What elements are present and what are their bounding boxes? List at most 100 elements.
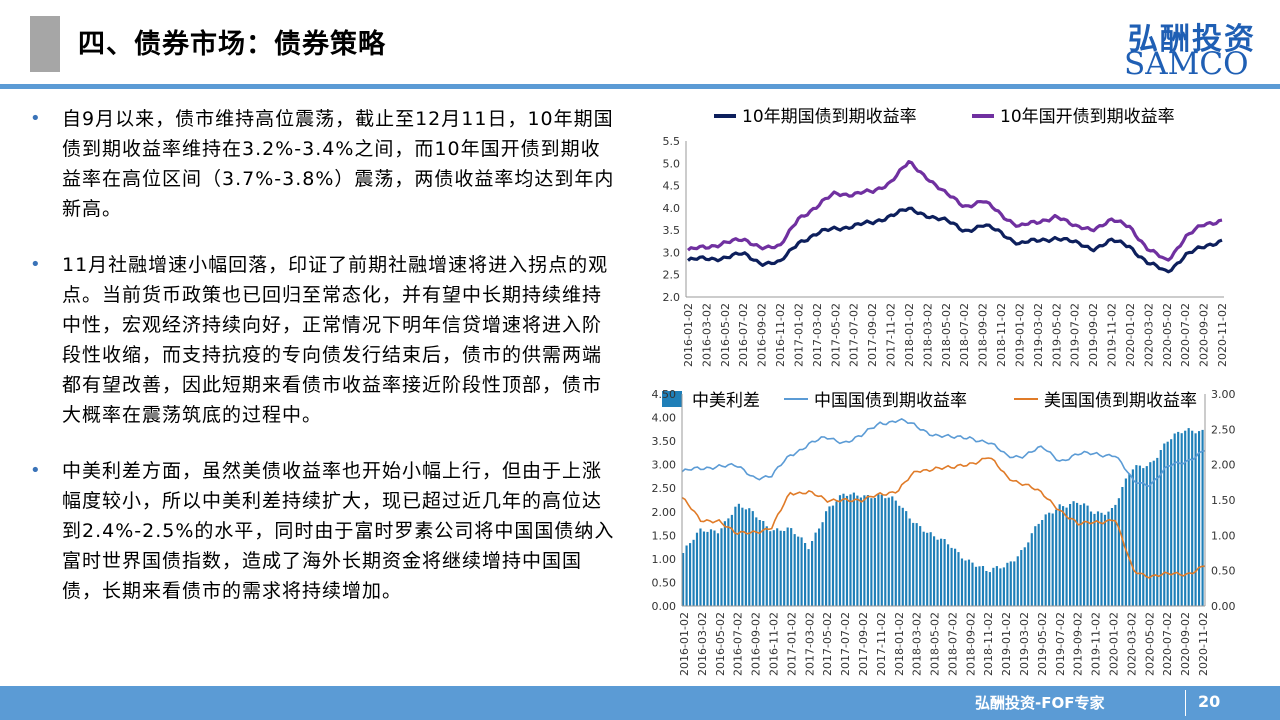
x-tick-label: 2019-07-02 [1069, 303, 1082, 367]
spread-bar [811, 541, 814, 606]
x-tick-label: 2020-07-02 [1161, 612, 1174, 676]
spread-bar [1051, 513, 1054, 606]
y-tick-label-left: 1.50 [652, 529, 677, 542]
x-tick-label: 2019-03-02 [1018, 612, 1031, 676]
series-line-0 [687, 206, 1223, 274]
spread-bar [1145, 466, 1148, 606]
company-logo-en: SAMCO [1124, 46, 1249, 82]
spread-bar [926, 532, 929, 606]
x-tick-label: 2017-07-02 [848, 303, 861, 367]
y-tick-label-right: 2.00 [1211, 459, 1236, 472]
x-tick-label: 2018-03-02 [911, 612, 924, 676]
spread-bar [915, 523, 918, 606]
x-tick-label: 2017-05-02 [821, 612, 834, 676]
bullet-text: 自9月以来，债市维持高位震荡，截止至12月11日，10年期国债到期收益率维持在3… [62, 108, 615, 220]
company-logo-cn: 弘酬投资 [1128, 22, 1256, 57]
spread-bar [838, 495, 842, 606]
spread-bar [1086, 505, 1089, 606]
spread-bar [988, 572, 991, 606]
x-tick-label: 2016-07-02 [732, 612, 745, 676]
spread-bar [1135, 465, 1138, 606]
spread-bar [856, 495, 859, 606]
series-line-1 [681, 417, 1206, 487]
spread-bar [835, 501, 838, 606]
x-tick-label: 2018-01-02 [893, 612, 906, 676]
x-tick-label: 2020-09-02 [1198, 303, 1211, 367]
x-tick-label: 2020-07-02 [1179, 303, 1192, 367]
x-tick-label: 2019-03-02 [1032, 303, 1045, 367]
spread-bar [880, 494, 883, 606]
x-tick-label: 2020-03-02 [1125, 612, 1138, 676]
x-tick-label: 2018-09-02 [977, 303, 990, 367]
bullet-item: • 11月社融增速小幅回落，印证了前期社融增速将进入拐点的观点。当前货币政策也已回… [28, 250, 618, 430]
spread-bar [1128, 473, 1131, 606]
y-tick-label-right: 2.50 [1211, 423, 1236, 436]
x-tick-label: 2020-01-02 [1108, 612, 1121, 676]
spread-bar [863, 495, 866, 606]
y-tick-label-left: 4.00 [652, 412, 677, 425]
page-title: 四、债券市场：债券策略 [78, 29, 386, 60]
spread-bar [1194, 433, 1197, 606]
spread-bar [1020, 550, 1023, 606]
spread-bar [901, 507, 904, 606]
x-tick-label: 2017-05-02 [829, 303, 842, 367]
spread-bar [1100, 512, 1103, 606]
x-tick-label: 2016-09-02 [756, 303, 769, 367]
spread-bar [793, 534, 796, 606]
spread-bar [852, 492, 855, 606]
x-tick-label: 2019-07-02 [1054, 612, 1067, 676]
y-tick-label: 4.0 [663, 202, 681, 215]
y-tick-label-left: 1.00 [652, 553, 677, 566]
x-tick-label: 2018-09-02 [964, 612, 977, 676]
spread-bar [964, 560, 967, 606]
spread-bar [1187, 428, 1190, 606]
x-tick-label: 2019-11-02 [1106, 303, 1119, 367]
y-tick-label-right: 1.00 [1211, 529, 1236, 542]
x-tick-label: 2018-07-02 [958, 303, 971, 367]
spread-bar [755, 517, 758, 606]
spread-bar [1177, 431, 1180, 606]
bullet-text: 11月社融增速小幅回落，印证了前期社融增速将进入拐点的观点。当前货币政策也已回归… [62, 254, 609, 426]
spread-bar [898, 505, 901, 606]
y-tick-label: 3.0 [663, 246, 681, 259]
spread-bar [1037, 523, 1040, 606]
spread-bar [689, 543, 692, 606]
spread-bar [776, 528, 779, 606]
spread-bar [849, 494, 852, 606]
spread-bar [929, 532, 932, 606]
legend-label-0: 中美利差 [692, 391, 760, 411]
spread-bar [1121, 487, 1124, 606]
x-tick-label: 2018-01-02 [903, 303, 916, 367]
spread-bar [1030, 533, 1033, 606]
bullet-text: 中美利差方面，虽然美债收益率也开始小幅上行，但由于上涨幅度较小，所以中美利差持续… [62, 460, 615, 602]
spread-bar [744, 509, 747, 606]
spread-bar [845, 495, 849, 606]
spread-bar [790, 528, 793, 606]
y-tick-label-left: 3.00 [652, 459, 677, 472]
spread-bar [877, 494, 880, 606]
spread-bar [947, 544, 950, 606]
spread-bar [1006, 562, 1009, 606]
spread-bar [1117, 498, 1120, 606]
spread-bar [1170, 439, 1173, 606]
spread-bar [1034, 526, 1037, 606]
spread-bar [887, 497, 890, 606]
spread-bar [894, 500, 897, 606]
spread-bar [800, 537, 803, 606]
spread-bar [940, 538, 943, 606]
spread-bar [1180, 433, 1183, 606]
spread-bar [1048, 512, 1051, 606]
spread-bar [748, 508, 751, 606]
spread-bar [692, 539, 695, 606]
page-number: 20 [1198, 692, 1221, 711]
bullet-list: • 自9月以来，债市维持高位震荡，截止至12月11日，10年期国债到期收益率维持在… [28, 104, 618, 632]
spread-bar [957, 552, 960, 606]
bullet-dot-icon: • [30, 460, 42, 481]
spread-bar [702, 531, 706, 606]
legend-label-0: 10年期国债到期收益率 [742, 107, 917, 127]
x-tick-label: 2017-03-02 [803, 612, 816, 676]
spread-bar [1027, 542, 1030, 606]
legend-swatch-0 [662, 391, 682, 407]
spread-bar [699, 528, 702, 606]
spread-bar [821, 522, 824, 606]
